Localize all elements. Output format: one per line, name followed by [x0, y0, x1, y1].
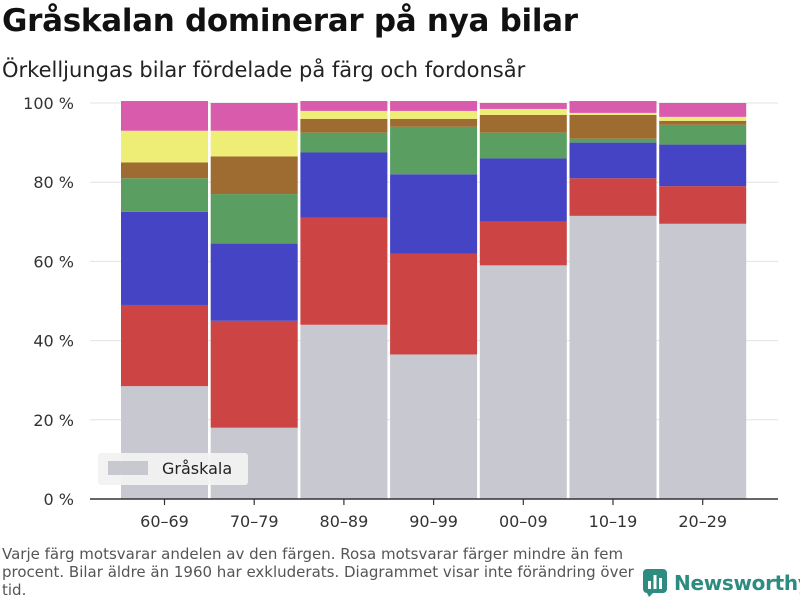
bar-segment: [390, 354, 478, 499]
bar-segment: [569, 114, 657, 139]
brand-logo: Newsworthy: [643, 569, 800, 597]
y-tick-labels: 0 % 20 % 40 % 60 % 80 % 100 %: [23, 94, 74, 509]
bar-segment: [390, 174, 478, 254]
bar-segment: [569, 178, 657, 216]
bar-segment: [659, 124, 747, 145]
chart-title: Gråskalan dominerar på nya bilar: [2, 3, 578, 39]
x-tick-label: 20–29: [678, 512, 727, 531]
y-tick-label: 60 %: [33, 252, 74, 271]
bar-segment: [300, 118, 388, 133]
bar-segment: [479, 114, 567, 133]
bar-segment: [569, 142, 657, 179]
bar-segment: [210, 243, 298, 321]
bar-segment: [479, 132, 567, 159]
bar-segment: [300, 152, 388, 218]
x-tick-label: 00–09: [499, 512, 548, 531]
bar-segment: [659, 103, 747, 117]
y-tick-label: 20 %: [33, 411, 74, 430]
bar-segment: [659, 120, 747, 125]
bar-segment: [569, 101, 657, 113]
bar-segment: [210, 320, 298, 428]
bar-segment: [121, 101, 208, 131]
bar-segment: [300, 132, 388, 153]
y-tick-label: 100 %: [23, 94, 74, 113]
bar-segment: [569, 112, 657, 115]
bar-segment: [121, 162, 208, 179]
bar-segment: [479, 158, 567, 222]
bar-segment: [300, 217, 388, 325]
x-tick-label: 80–89: [320, 512, 369, 531]
x-tick-label: 10–19: [589, 512, 638, 531]
bar-segment: [210, 103, 298, 131]
bar-chart-logo-icon: [643, 569, 667, 597]
x-tick-label: 60–69: [140, 512, 189, 531]
bar-segment: [479, 221, 567, 266]
stacked-bar-chart: 0 % 20 % 40 % 60 % 80 % 100 % 60–69 70–79 80–89…: [23, 94, 778, 531]
bar-segment: [390, 253, 478, 355]
legend-swatch: [108, 461, 148, 475]
x-tick-label: 70–79: [230, 512, 279, 531]
footnote: Varje färg motsvarar andelen av den färg…: [2, 545, 634, 599]
bar-segment: [659, 186, 747, 224]
bar-segment: [300, 101, 388, 111]
bar-segment: [210, 130, 298, 157]
y-tick-label: 0 %: [44, 490, 74, 509]
x-tick-label: 90–99: [409, 512, 458, 531]
legend-label: Gråskala: [162, 459, 232, 478]
legend: Gråskala: [98, 453, 248, 485]
bars: [121, 101, 747, 500]
bar-segment: [569, 138, 657, 143]
bar-segment: [390, 101, 478, 111]
bar-segment: [479, 265, 567, 499]
bar-segment: [121, 178, 208, 212]
bar-segment: [300, 324, 388, 499]
bar-segment: [121, 130, 208, 163]
bar-segment: [210, 156, 298, 195]
bar-segment: [210, 194, 298, 244]
bar-segment: [390, 118, 478, 127]
bar-segment: [659, 223, 747, 499]
bar-segment: [121, 211, 208, 305]
y-tick-label: 40 %: [33, 332, 74, 351]
bar-segment: [479, 108, 567, 115]
y-tick-label: 80 %: [33, 173, 74, 192]
chart-subtitle: Örkelljungas bilar fördelade på färg och…: [2, 58, 526, 82]
bar-segment: [479, 103, 567, 109]
bar-segment: [659, 116, 747, 121]
bar-segment: [121, 304, 208, 387]
bar-segment: [569, 215, 657, 500]
brand-name: Newsworthy: [674, 571, 800, 595]
bar-segment: [659, 144, 747, 187]
x-tick-labels: 60–69 70–79 80–89 90–99 00–09 10–19 20–29: [140, 499, 727, 531]
bar-segment: [390, 126, 478, 175]
bar-segment: [390, 110, 478, 119]
bar-segment: [300, 110, 388, 119]
